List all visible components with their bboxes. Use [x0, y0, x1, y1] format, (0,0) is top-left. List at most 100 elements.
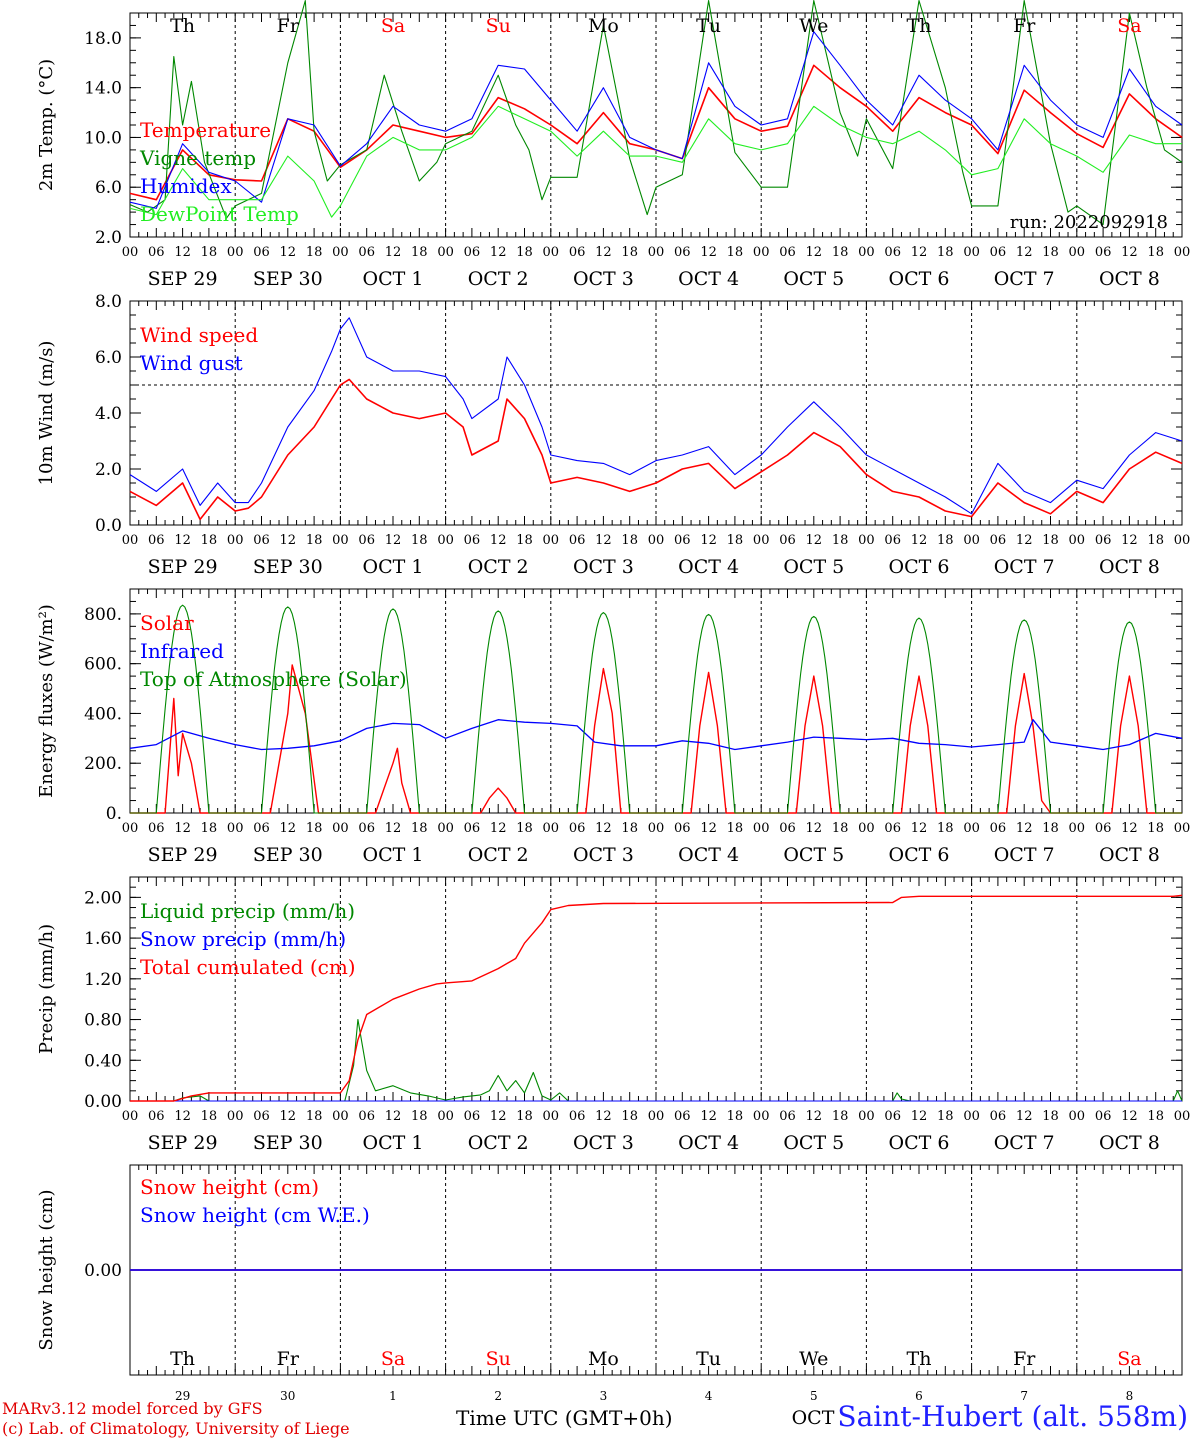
hour-label: 06: [148, 821, 165, 836]
day-abbr: Sa: [381, 1348, 405, 1370]
hour-label: 18: [937, 533, 954, 548]
date-label: OCT 8: [1099, 844, 1160, 866]
date-label: OCT 3: [573, 268, 634, 290]
hour-label: 06: [779, 1109, 796, 1124]
date-label: OCT 5: [783, 268, 844, 290]
day-number: 29: [175, 1389, 190, 1403]
hour-label: 00: [963, 1109, 980, 1124]
hour-label: 18: [306, 245, 323, 260]
legend-entry: Liquid precip (mm/h): [140, 899, 355, 923]
plot-frame: [129, 588, 1183, 814]
y-tick-label: 400.: [84, 704, 122, 724]
hour-label: 18: [306, 821, 323, 836]
date-label: OCT 1: [363, 844, 424, 866]
legend-entry: Snow height (cm W.E.): [140, 1203, 370, 1227]
hour-label: 00: [1174, 1109, 1191, 1124]
y-tick-label: 0.00: [84, 1092, 122, 1112]
date-label: OCT 6: [889, 556, 950, 578]
date-label: OCT 2: [468, 556, 529, 578]
date-label: SEP 30: [253, 556, 323, 578]
hour-label: 06: [358, 821, 375, 836]
day-abbr: Sa: [1117, 1348, 1141, 1370]
date-label: OCT 7: [994, 268, 1055, 290]
hour-label: 12: [1121, 533, 1138, 548]
series-top-of-atmosphere-solar: [130, 604, 1182, 814]
series-total-cumulated-cm: [130, 894, 1183, 1102]
hour-label: 12: [700, 533, 717, 548]
day-abbr: Tu: [696, 1348, 721, 1370]
day-abbr: We: [799, 15, 828, 37]
date-label: OCT 1: [363, 556, 424, 578]
hour-label: 18: [727, 1109, 744, 1124]
date-label: SEP 30: [253, 268, 323, 290]
hour-label: 00: [1069, 245, 1086, 260]
hour-label: 00: [122, 533, 139, 548]
legend-entry: DewPoint Temp: [140, 202, 299, 226]
hour-label: 06: [464, 821, 481, 836]
series-dewpoint-temp: [129, 105, 1182, 218]
date-label: SEP 29: [148, 844, 218, 866]
y-axis-label: Energy fluxes (W/m²): [36, 604, 57, 798]
hour-label: 18: [832, 245, 849, 260]
hour-label: 12: [1016, 533, 1033, 548]
day-abbr: Sa: [381, 15, 405, 37]
series-wind-speed: [129, 378, 1183, 521]
hour-label: 00: [437, 533, 454, 548]
date-label: OCT 6: [889, 1132, 950, 1154]
day-abbr: Sa: [1117, 15, 1141, 37]
hour-label: 00: [1174, 245, 1191, 260]
panel-precip: 0.00 0.40 0.80 1.20 1.60 2.00 Precip (mm/h) Liq…: [36, 876, 1191, 1154]
hour-label: 18: [1147, 245, 1164, 260]
hour-label: 12: [700, 245, 717, 260]
hour-label: 18: [201, 1109, 218, 1124]
day-abbr: Mo: [588, 1348, 619, 1370]
y-tick-label: 6.0: [95, 348, 122, 368]
hour-label: 06: [1095, 533, 1112, 548]
hour-label: 06: [990, 533, 1007, 548]
date-label: SEP 30: [253, 1132, 323, 1154]
hour-label: 00: [753, 821, 770, 836]
hour-label: 06: [1095, 245, 1112, 260]
hour-label: 00: [1069, 821, 1086, 836]
model-credit: MARv3.12 model forced by GFS: [2, 1399, 263, 1418]
hour-label: 18: [832, 1109, 849, 1124]
y-tick-label: 1.20: [84, 970, 122, 990]
legend-entry: Temperature: [140, 118, 271, 142]
series-solar: [130, 664, 1182, 814]
hour-label: 00: [543, 821, 560, 836]
legend-entry: Wind gust: [140, 351, 243, 375]
hour-label: 06: [779, 821, 796, 836]
date-label: OCT 3: [573, 844, 634, 866]
hour-label: 00: [753, 1109, 770, 1124]
date-label: OCT 5: [783, 1132, 844, 1154]
hour-label: 00: [858, 1109, 875, 1124]
hour-label: 06: [253, 245, 270, 260]
hour-label: 00: [332, 245, 349, 260]
hour-label: 00: [437, 245, 454, 260]
y-tick-label: 2.00: [84, 888, 122, 908]
hour-label: 18: [1042, 1109, 1059, 1124]
hour-label: 18: [411, 821, 428, 836]
hour-label: 18: [201, 533, 218, 548]
date-label: SEP 29: [148, 556, 218, 578]
hour-label: 06: [148, 245, 165, 260]
hour-label: 18: [201, 821, 218, 836]
hour-label: 18: [727, 245, 744, 260]
date-label: OCT 2: [468, 844, 529, 866]
date-label: OCT 7: [994, 1132, 1055, 1154]
hour-label: 18: [832, 821, 849, 836]
hour-label: 18: [937, 1109, 954, 1124]
legend-entry: Snow height (cm): [140, 1175, 319, 1199]
legend-entry: Solar: [140, 611, 194, 635]
hour-label: 06: [1095, 821, 1112, 836]
date-label: OCT 3: [573, 556, 634, 578]
hour-label: 12: [911, 1109, 928, 1124]
hour-label: 06: [464, 245, 481, 260]
hour-label: 00: [122, 821, 139, 836]
hour-label: 06: [990, 1109, 1007, 1124]
hour-label: 06: [884, 1109, 901, 1124]
hour-label: 00: [1069, 1109, 1086, 1124]
hour-label: 18: [306, 1109, 323, 1124]
hour-label: 00: [963, 533, 980, 548]
day-number: 3: [600, 1389, 608, 1403]
